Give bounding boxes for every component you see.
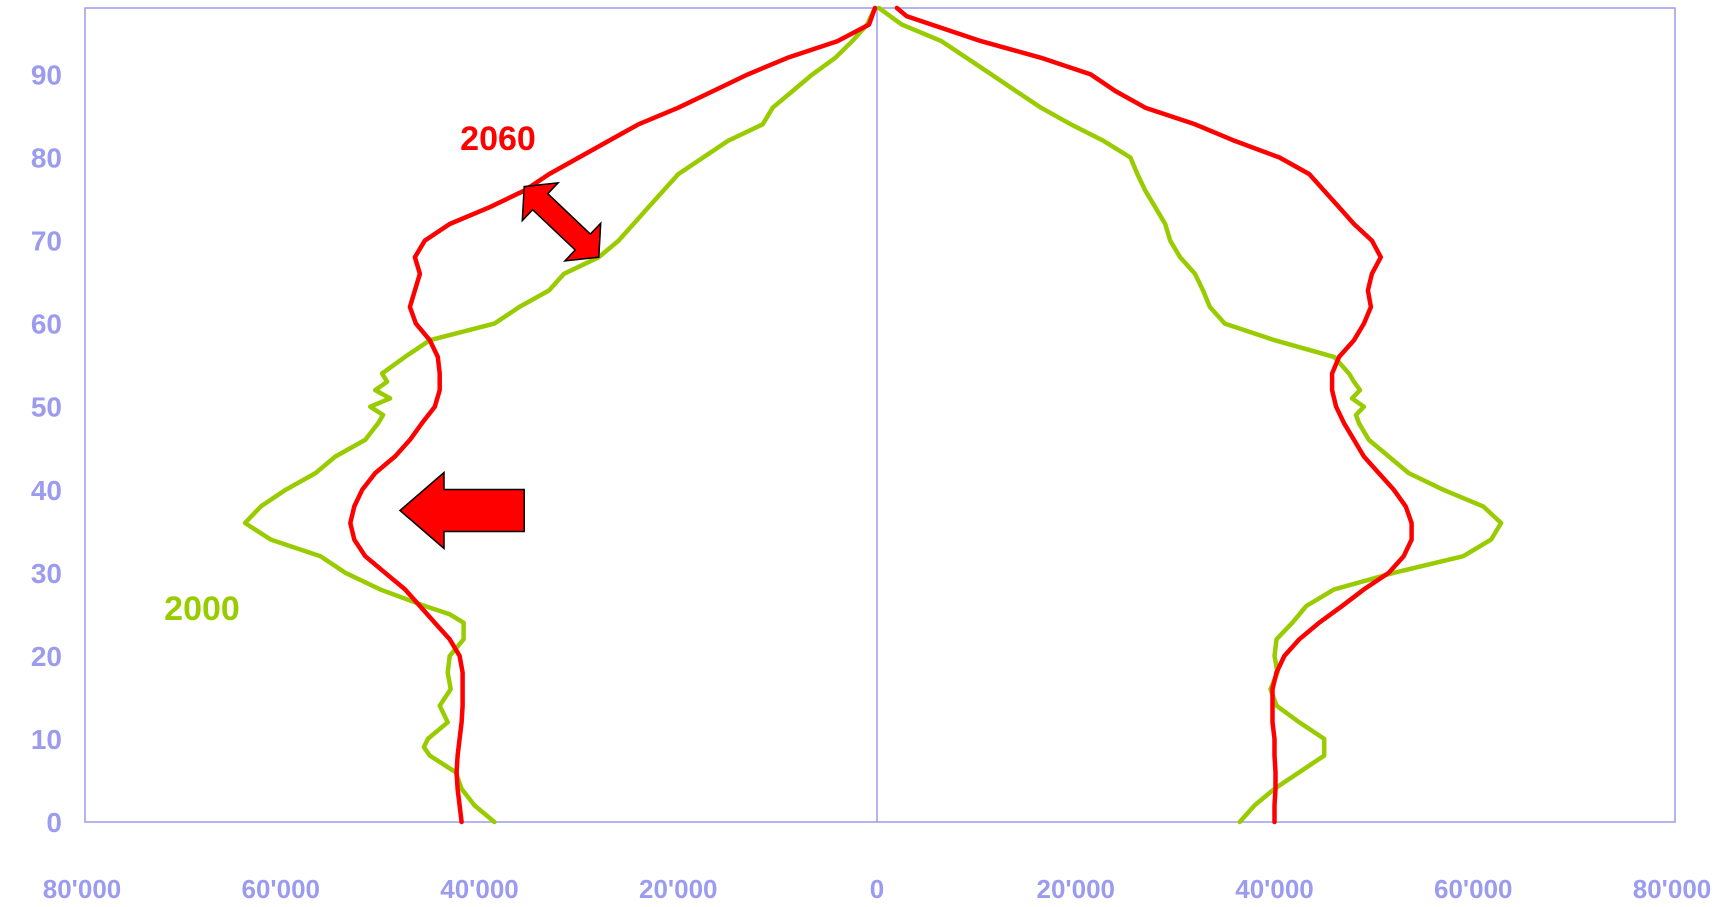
- x-tick-label: 40'000: [1235, 874, 1313, 904]
- x-tick-label: 0: [870, 874, 884, 904]
- y-tick-label: 60: [31, 309, 62, 340]
- double-arrow-annotation: [521, 181, 602, 262]
- x-tick-label: 80'000: [1633, 874, 1711, 904]
- series-2000-right-line: [876, 5, 1504, 825]
- series-label-2000: 2000: [164, 590, 240, 628]
- y-tick-label: 80: [31, 143, 62, 174]
- y-tick-label: 40: [31, 475, 62, 506]
- x-tick-label: 60'000: [242, 874, 320, 904]
- series-label-2060: 2060: [460, 120, 536, 158]
- plot-frame: [84, 7, 1676, 823]
- y-tick-label: 30: [31, 558, 62, 589]
- y-tick-label: 50: [31, 392, 62, 423]
- x-tick-label: 60'000: [1434, 874, 1512, 904]
- x-tick-label: 20'000: [639, 874, 717, 904]
- y-tick-label: 20: [31, 641, 62, 672]
- x-tick-label: 20'000: [1037, 874, 1115, 904]
- y-tick-label: 10: [31, 724, 62, 755]
- x-tick-label: 40'000: [440, 874, 518, 904]
- y-tick-label: 90: [31, 59, 62, 90]
- left-arrow-annotation: [398, 470, 525, 551]
- series-2060-right-line: [894, 5, 1414, 825]
- y-tick-label: 70: [31, 226, 62, 257]
- x-tick-label: 80'000: [43, 874, 121, 904]
- series-2060-left-line: [348, 5, 878, 825]
- y-tick-label: 0: [46, 807, 62, 838]
- series-2000-left-line: [242, 5, 878, 825]
